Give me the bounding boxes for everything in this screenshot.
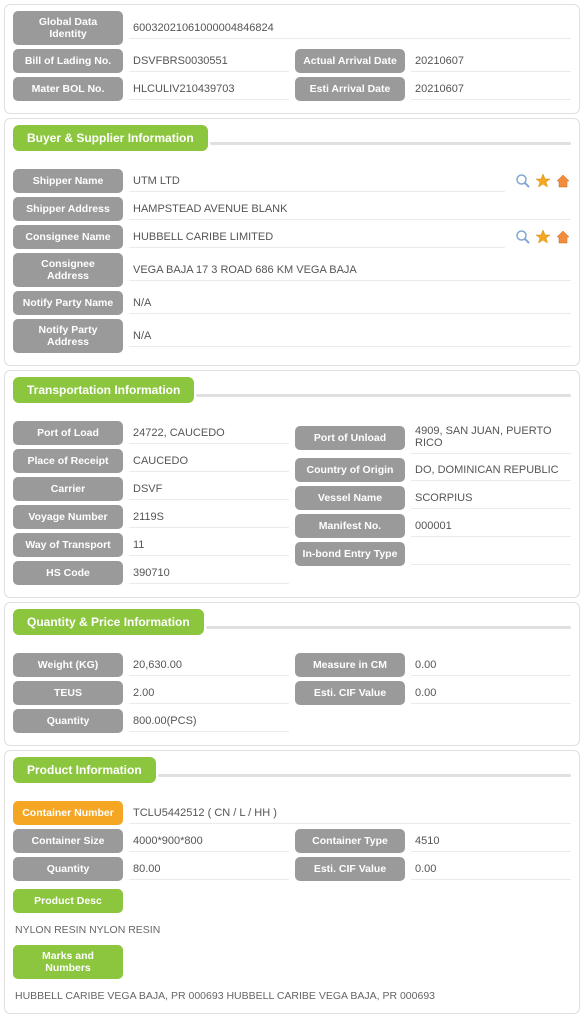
bill-of-lading-label: Bill of Lading No. [13, 49, 123, 73]
esti-cif-label: Esti. CIF Value [295, 681, 405, 705]
notify-party-address-value: N/A [129, 325, 571, 347]
shipper-name-label: Shipper Name [13, 169, 123, 193]
notify-party-address-label: Notify Party Address [13, 319, 123, 353]
transportation-panel: Transportation Information Port of Load 2… [4, 370, 580, 598]
voyage-number-label: Voyage Number [13, 505, 123, 529]
container-size-value: 4000*900*800 [129, 830, 289, 852]
shipper-address-label: Shipper Address [13, 197, 123, 221]
marks-numbers-label: Marks and Numbers [13, 945, 123, 979]
shipper-name-value: UTM LTD [129, 170, 505, 192]
hs-code-label: HS Code [13, 561, 123, 585]
star-icon[interactable] [535, 229, 551, 245]
home-icon[interactable] [555, 229, 571, 245]
weight-label: Weight (KG) [13, 653, 123, 677]
product-quantity-label: Quantity [13, 857, 123, 881]
country-of-origin-label: Country of Origin [295, 458, 405, 482]
quantity-price-panel: Quantity & Price Information Weight (KG)… [4, 602, 580, 746]
home-icon[interactable] [555, 173, 571, 189]
consignee-address-value: VEGA BAJA 17 3 ROAD 686 KM VEGA BAJA [129, 259, 571, 281]
hs-code-value: 390710 [129, 562, 289, 584]
vessel-name-label: Vessel Name [295, 486, 405, 510]
carrier-label: Carrier [13, 477, 123, 501]
esti-arrival-label: Esti Arrival Date [295, 77, 405, 101]
product-desc-value: NYLON RESIN NYLON RESIN [13, 917, 571, 939]
container-number-value: TCLU5442512 ( CN / L / HH ) [129, 802, 571, 824]
product-cif-value: 0.00 [411, 858, 571, 880]
measure-cm-label: Measure in CM [295, 653, 405, 677]
bill-of-lading-value: DSVFBRS0030551 [129, 50, 289, 72]
actual-arrival-label: Actual Arrival Date [295, 49, 405, 73]
notify-party-name-label: Notify Party Name [13, 291, 123, 315]
actual-arrival-value: 20210607 [411, 50, 571, 72]
port-of-unload-label: Port of Unload [295, 426, 405, 450]
container-type-label: Container Type [295, 829, 405, 853]
shipper-action-icons [515, 173, 571, 189]
product-panel: Product Information Container Number TCL… [4, 750, 580, 1014]
place-of-receipt-label: Place of Receipt [13, 449, 123, 473]
container-type-value: 4510 [411, 830, 571, 852]
container-size-label: Container Size [13, 829, 123, 853]
marks-numbers-value: HUBBELL CARIBE VEGA BAJA, PR 000693 HUBB… [13, 983, 571, 1005]
vessel-name-value: SCORPIUS [411, 487, 571, 509]
port-of-load-label: Port of Load [13, 421, 123, 445]
container-number-label: Container Number [13, 801, 123, 825]
master-bol-value: HLCULIV210439703 [129, 78, 289, 100]
esti-cif-value: 0.00 [411, 682, 571, 704]
place-of-receipt-value: CAUCEDO [129, 450, 289, 472]
product-desc-label: Product Desc [13, 889, 123, 913]
teus-value: 2.00 [129, 682, 289, 704]
consignee-action-icons [515, 229, 571, 245]
carrier-value: DSVF [129, 478, 289, 500]
consignee-name-value: HUBBELL CARIBE LIMITED [129, 226, 505, 248]
way-of-transport-value: 11 [129, 534, 289, 556]
weight-value: 20,630.00 [129, 654, 289, 676]
country-of-origin-value: DO, DOMINICAN REPUBLIC [411, 459, 571, 481]
voyage-number-value: 2119S [129, 506, 289, 528]
teus-label: TEUS [13, 681, 123, 705]
magnifier-icon[interactable] [515, 173, 531, 189]
inbond-entry-type-label: In-bond Entry Type [295, 542, 405, 566]
star-icon[interactable] [535, 173, 551, 189]
consignee-name-label: Consignee Name [13, 225, 123, 249]
measure-cm-value: 0.00 [411, 654, 571, 676]
global-data-identity-label: Global Data Identity [13, 11, 123, 45]
transportation-header: Transportation Information [13, 377, 194, 403]
esti-arrival-value: 20210607 [411, 78, 571, 100]
manifest-no-label: Manifest No. [295, 514, 405, 538]
product-header: Product Information [13, 757, 156, 783]
port-of-load-value: 24722, CAUCEDO [129, 422, 289, 444]
product-quantity-value: 80.00 [129, 858, 289, 880]
consignee-address-label: Consignee Address [13, 253, 123, 287]
inbond-entry-type-value [411, 543, 571, 565]
global-data-identity-value: 60032021061000004846824 [129, 17, 571, 39]
way-of-transport-label: Way of Transport [13, 533, 123, 557]
buyer-supplier-panel: Buyer & Supplier Information Shipper Nam… [4, 118, 580, 366]
identity-panel: Global Data Identity 6003202106100000484… [4, 4, 580, 114]
master-bol-label: Mater BOL No. [13, 77, 123, 101]
port-of-unload-value: 4909, SAN JUAN, PUERTO RICO [411, 421, 571, 454]
shipper-address-value: HAMPSTEAD AVENUE BLANK [129, 198, 571, 220]
product-cif-label: Esti. CIF Value [295, 857, 405, 881]
quantity-price-header: Quantity & Price Information [13, 609, 204, 635]
notify-party-name-value: N/A [129, 292, 571, 314]
buyer-supplier-header: Buyer & Supplier Information [13, 125, 208, 151]
quantity-label: Quantity [13, 709, 123, 733]
magnifier-icon[interactable] [515, 229, 531, 245]
manifest-no-value: 000001 [411, 515, 571, 537]
quantity-value: 800.00(PCS) [129, 710, 289, 732]
